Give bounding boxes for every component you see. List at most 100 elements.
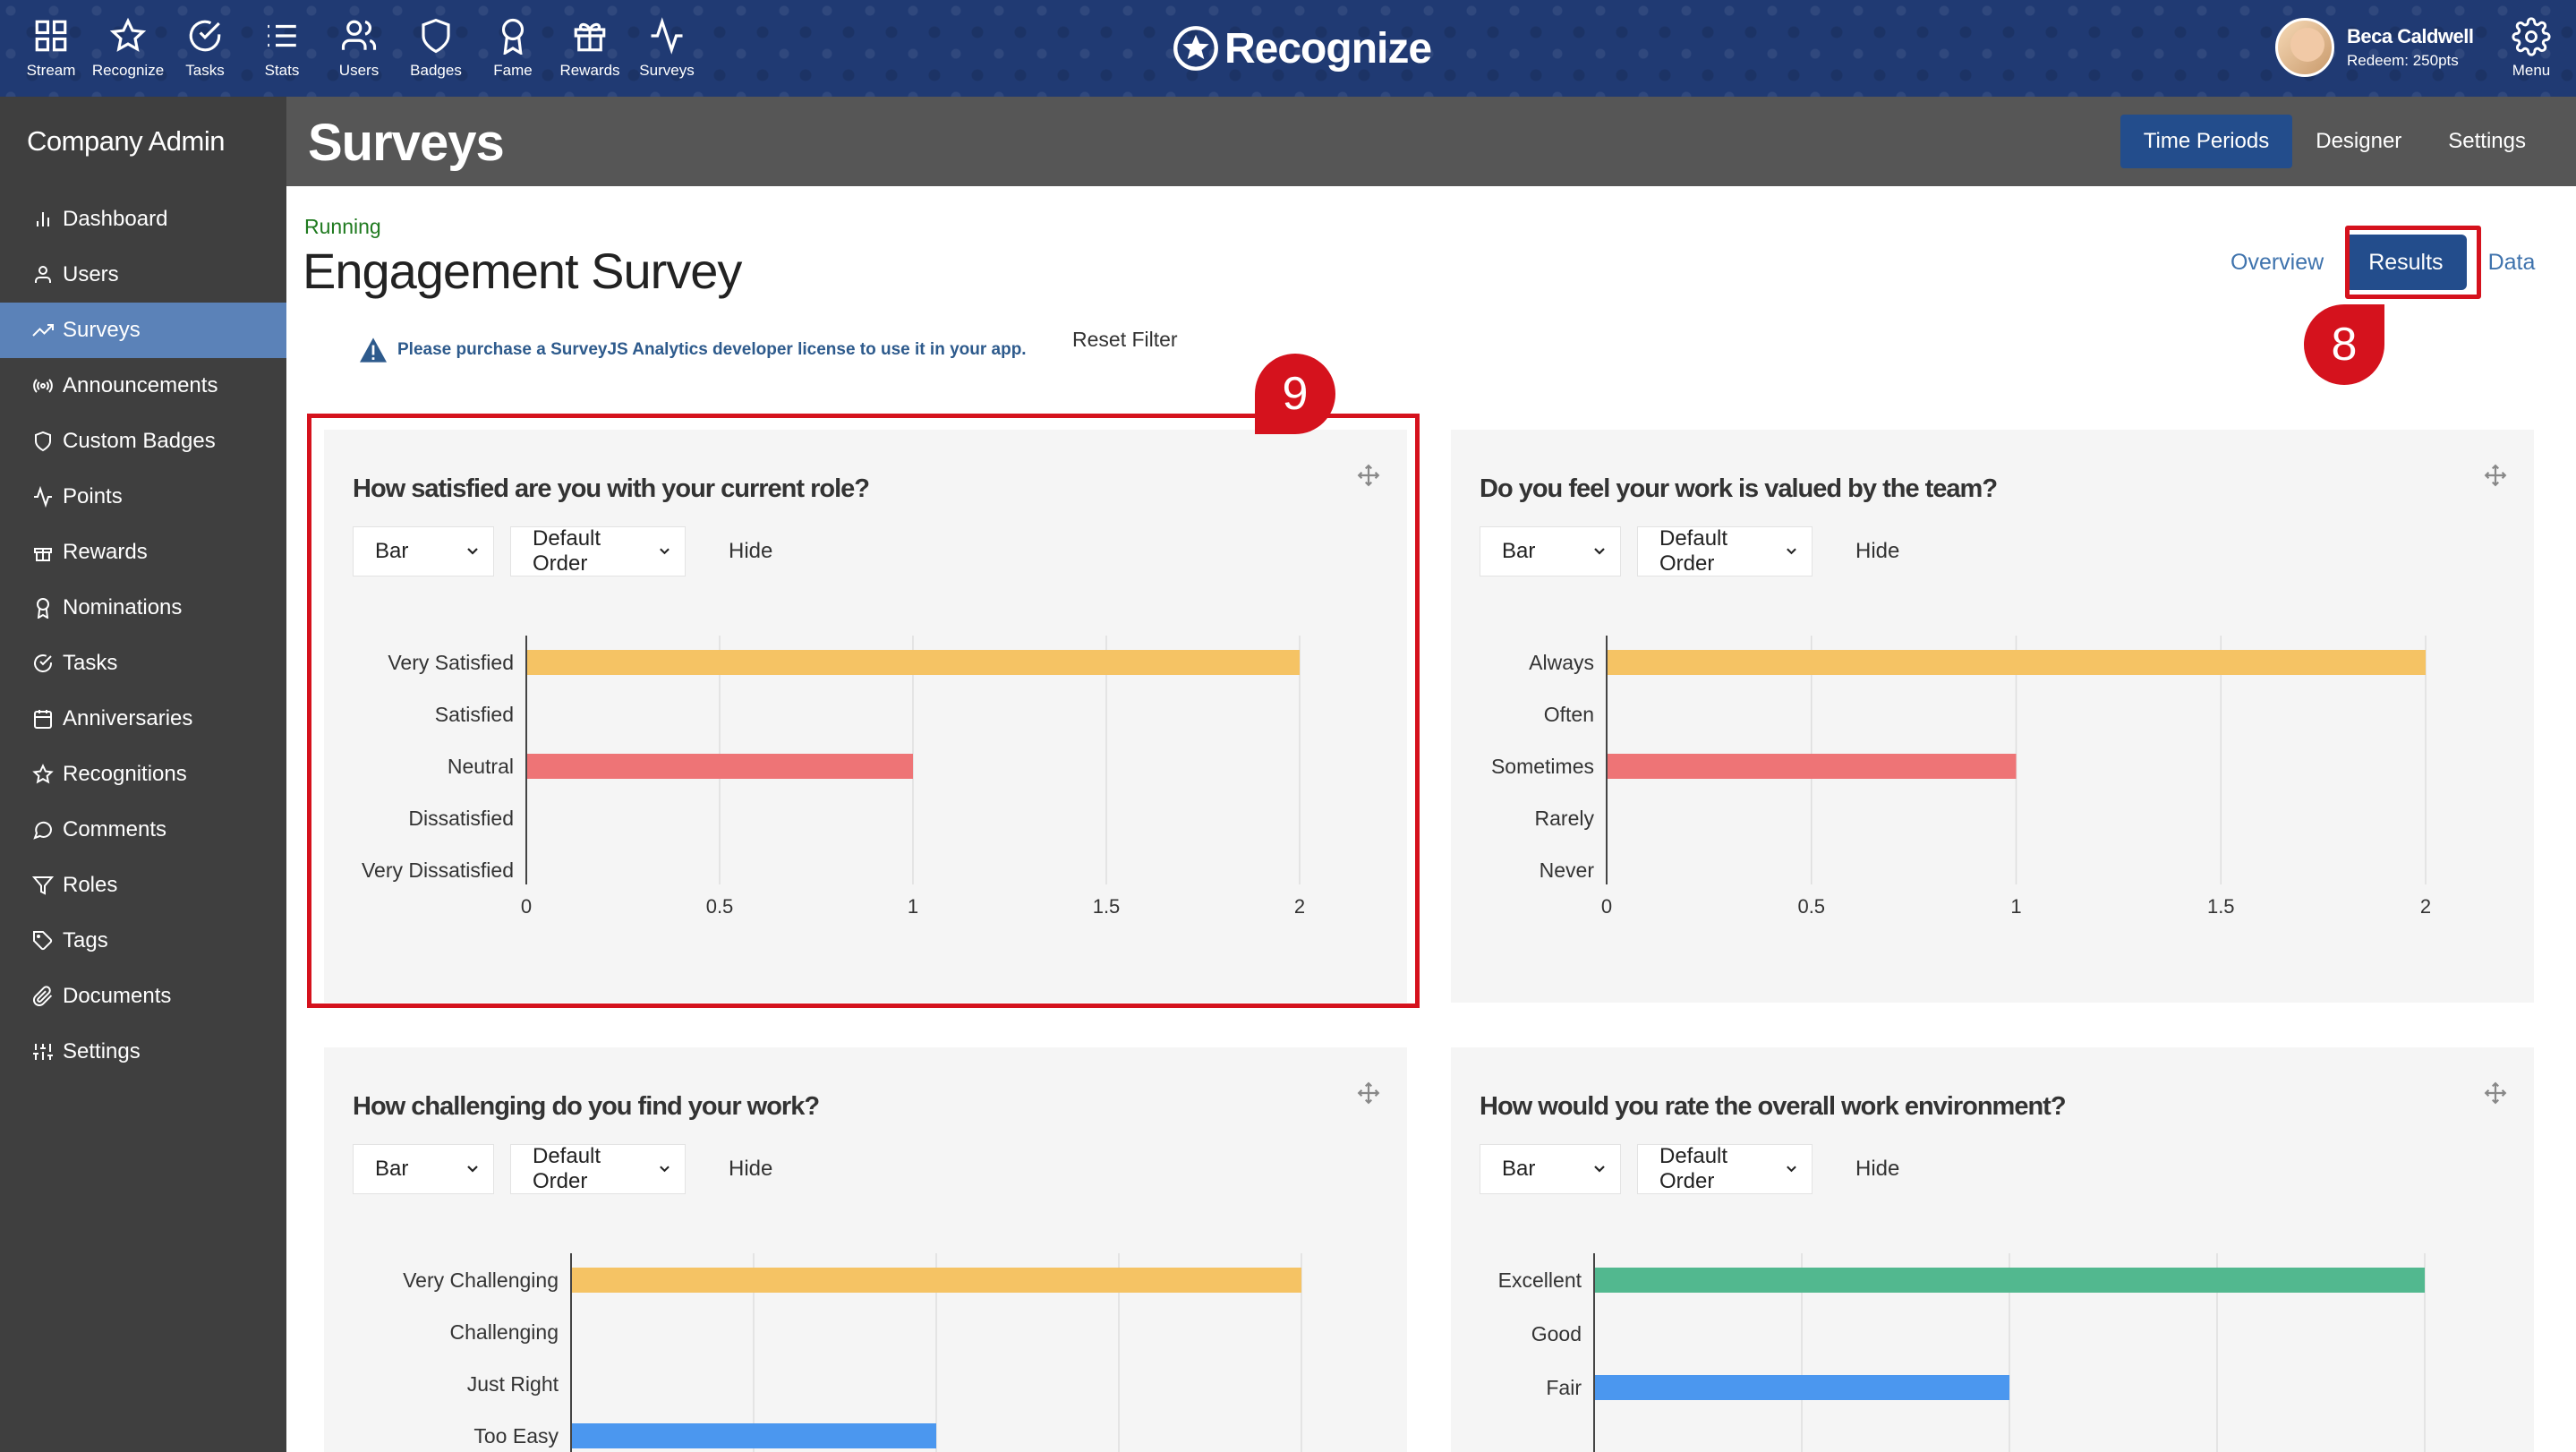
chevron-down-icon <box>1787 548 1796 555</box>
recognize-logo-icon <box>1173 26 1218 71</box>
bar[interactable] <box>527 650 1300 675</box>
sidebar-item-custom-badges[interactable]: Custom Badges <box>0 414 286 469</box>
nav-stream[interactable]: Stream <box>13 0 90 97</box>
sidebar-item-label: Comments <box>63 817 167 841</box>
nav-label: Recognize <box>91 62 165 79</box>
nav-badges[interactable]: Badges <box>397 0 474 97</box>
sidebar-item-surveys[interactable]: Surveys <box>0 303 286 358</box>
drag-handle-icon[interactable] <box>1357 464 1380 487</box>
category-label: Very Dissatisfied <box>362 858 514 882</box>
tab-data[interactable]: Data <box>2487 249 2536 275</box>
chart-type-select[interactable]: Bar <box>353 526 494 577</box>
chart-controls: Bar Default Order Hide <box>1480 1144 1899 1194</box>
brand-name: Recognize <box>1224 24 1432 73</box>
tag-icon <box>33 931 53 951</box>
bar[interactable] <box>1608 650 2426 675</box>
category-label: Good <box>1531 1322 1582 1345</box>
avatar[interactable] <box>2275 18 2334 77</box>
menu-button[interactable]: Menu <box>2495 0 2567 97</box>
check-circle-icon <box>34 654 52 672</box>
tab-overview[interactable]: Overview <box>2231 249 2324 275</box>
sidebar-item-label: Documents <box>63 984 172 1008</box>
panel-highlight-box <box>307 414 1420 1008</box>
nav-recognize[interactable]: Recognize <box>90 0 166 97</box>
admin-sidebar: Company Admin Dashboard Users Surveys An… <box>0 97 286 1452</box>
sidebar-item-documents[interactable]: Documents <box>0 969 286 1024</box>
sidebar-item-users[interactable]: Users <box>0 247 286 303</box>
survey-title: Engagement Survey <box>303 243 742 299</box>
hide-button[interactable]: Hide <box>729 539 773 563</box>
question-panel-4: How would you rate the overall work envi… <box>1451 1047 2534 1452</box>
bar[interactable] <box>572 1268 1301 1293</box>
star-icon <box>32 764 54 784</box>
sort-order-value: Default Order <box>533 1144 601 1193</box>
trend-icon <box>32 324 54 337</box>
question-panel-2: Do you feel your work is valued by the t… <box>1451 430 2534 1003</box>
user-name: Beca Caldwell <box>2347 25 2474 47</box>
bar-chart: Always Often Sometimes Rarely Never 0 0.5 1 1.5 2 <box>1491 636 2431 918</box>
sidebar-item-points[interactable]: Points <box>0 469 286 525</box>
question-title: How challenging do you find your work? <box>353 1092 820 1121</box>
sidebar-item-dashboard[interactable]: Dashboard <box>0 192 286 247</box>
brand-logo[interactable]: Recognize <box>1173 20 1432 77</box>
sidebar-item-label: Anniversaries <box>63 706 193 730</box>
chart-type-select[interactable]: Bar <box>353 1144 494 1194</box>
sidebar-item-anniversaries[interactable]: Anniversaries <box>0 691 286 747</box>
bar[interactable] <box>572 1423 936 1448</box>
category-label: Just Right <box>467 1372 559 1396</box>
sidebar-title: Company Admin <box>27 125 225 157</box>
bar-chart-icon <box>37 212 49 226</box>
nav-users[interactable]: Users <box>320 0 397 97</box>
hide-button[interactable]: Hide <box>729 1157 773 1181</box>
bar[interactable] <box>1608 754 2017 779</box>
sort-order-select[interactable]: Default Order <box>510 1144 686 1194</box>
sidebar-item-roles[interactable]: Roles <box>0 858 286 913</box>
survey-status: Running <box>304 215 381 238</box>
user-profile[interactable]: Beca Caldwell Redeem: 250pts <box>2275 18 2474 77</box>
drag-handle-icon[interactable] <box>2484 464 2507 487</box>
hide-button[interactable]: Hide <box>1855 539 1900 563</box>
drag-handle-icon[interactable] <box>2484 1081 2507 1105</box>
sidebar-item-tags[interactable]: Tags <box>0 913 286 969</box>
sidebar-item-recognitions[interactable]: Recognitions <box>0 747 286 802</box>
star-icon <box>109 17 147 52</box>
drag-handle-icon[interactable] <box>1357 1081 1380 1105</box>
sidebar-item-rewards[interactable]: Rewards <box>0 525 286 580</box>
chart-type-select[interactable]: Bar <box>1480 1144 1621 1194</box>
sidebar-item-comments[interactable]: Comments <box>0 802 286 858</box>
sort-order-select[interactable]: Default Order <box>1637 1144 1813 1194</box>
sidebar-item-label: Nominations <box>63 595 183 619</box>
bar[interactable] <box>527 754 913 779</box>
nav-fame[interactable]: Fame <box>474 0 551 97</box>
sidebar-item-tasks[interactable]: Tasks <box>0 636 286 691</box>
menu-label: Menu <box>2512 62 2551 79</box>
tab-settings[interactable]: Settings <box>2448 129 2526 153</box>
nav-stats[interactable]: Stats <box>243 0 320 97</box>
nav-tasks[interactable]: Tasks <box>166 0 243 97</box>
nav-surveys[interactable]: Surveys <box>628 0 705 97</box>
tab-designer[interactable]: Designer <box>2316 129 2402 153</box>
redeem-points[interactable]: Redeem: 250pts <box>2347 52 2459 69</box>
sidebar-item-label: Settings <box>63 1039 141 1063</box>
bar[interactable] <box>1595 1268 2425 1293</box>
sidebar-item-settings[interactable]: Settings <box>0 1024 286 1080</box>
tab-time-periods[interactable]: Time Periods <box>2120 115 2293 168</box>
page-title: Surveys <box>308 114 505 172</box>
sort-order-select[interactable]: Default Order <box>1637 526 1813 577</box>
x-tick-label: 0 <box>521 895 532 918</box>
comment-icon <box>33 821 53 840</box>
license-warning-text: Please purchase a SurveyJS Analytics dev… <box>397 340 1027 359</box>
tab-results[interactable]: Results <box>2345 235 2467 290</box>
sort-order-select[interactable]: Default Order <box>510 526 686 577</box>
gear-icon <box>2512 17 2551 56</box>
question-title: How would you rate the overall work envi… <box>1480 1092 2067 1121</box>
sidebar-item-announcements[interactable]: Announcements <box>0 358 286 414</box>
chart-type-select[interactable]: Bar <box>1480 526 1621 577</box>
reset-filter-button[interactable]: Reset Filter <box>1072 328 1178 351</box>
sort-order-value: Default Order <box>1659 526 1728 576</box>
bar[interactable] <box>1595 1375 2009 1400</box>
nav-rewards[interactable]: Rewards <box>551 0 628 97</box>
hide-button[interactable]: Hide <box>1855 1157 1900 1181</box>
question-panel-3: How challenging do you find your work? B… <box>324 1047 1407 1452</box>
sidebar-item-nominations[interactable]: Nominations <box>0 580 286 636</box>
